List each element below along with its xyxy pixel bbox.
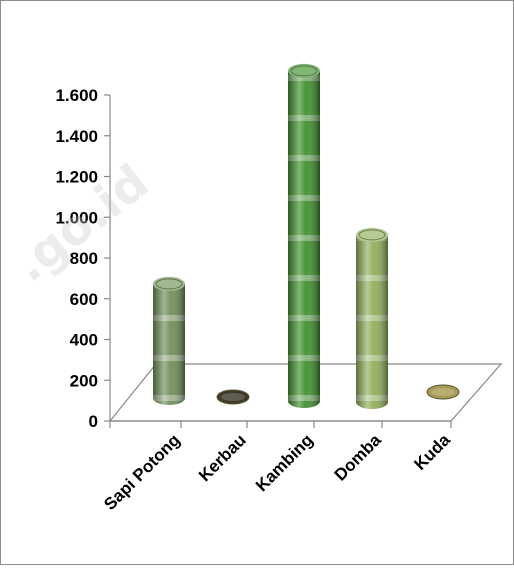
y-tick-label: 1.000 (55, 208, 98, 227)
bar-kerbau (216, 389, 250, 405)
x-tick-label: Kuda (410, 430, 454, 474)
bar-domba (356, 227, 388, 409)
y-tick-label: 800 (70, 249, 98, 268)
y-tick-label: 0 (89, 412, 98, 431)
y-tick-label: 600 (70, 290, 98, 309)
bars (153, 63, 460, 409)
y-tick-label: 1.600 (55, 86, 98, 105)
bar-sapi-potong (153, 276, 185, 405)
x-tick-label: Kambing (252, 430, 317, 495)
axes (108, 95, 503, 428)
y-axis-ticks: 0 200 400 600 800 1.000 1.200 1.400 1.600 (55, 86, 110, 431)
y-tick-label: 1.200 (55, 168, 98, 187)
y-tick-label: 1.400 (55, 127, 98, 146)
y-tick-label: 400 (70, 331, 98, 350)
x-tick-label: Domba (331, 430, 386, 485)
bar-kambing (288, 63, 320, 409)
x-axis-labels: Sapi Potong Kerbau Kambing Domba Kuda (100, 430, 454, 514)
x-tick-label: Sapi Potong (100, 430, 184, 514)
bar-kuda (426, 384, 460, 400)
x-tick-label: Kerbau (195, 430, 250, 485)
y-tick-label: 200 (70, 371, 98, 390)
